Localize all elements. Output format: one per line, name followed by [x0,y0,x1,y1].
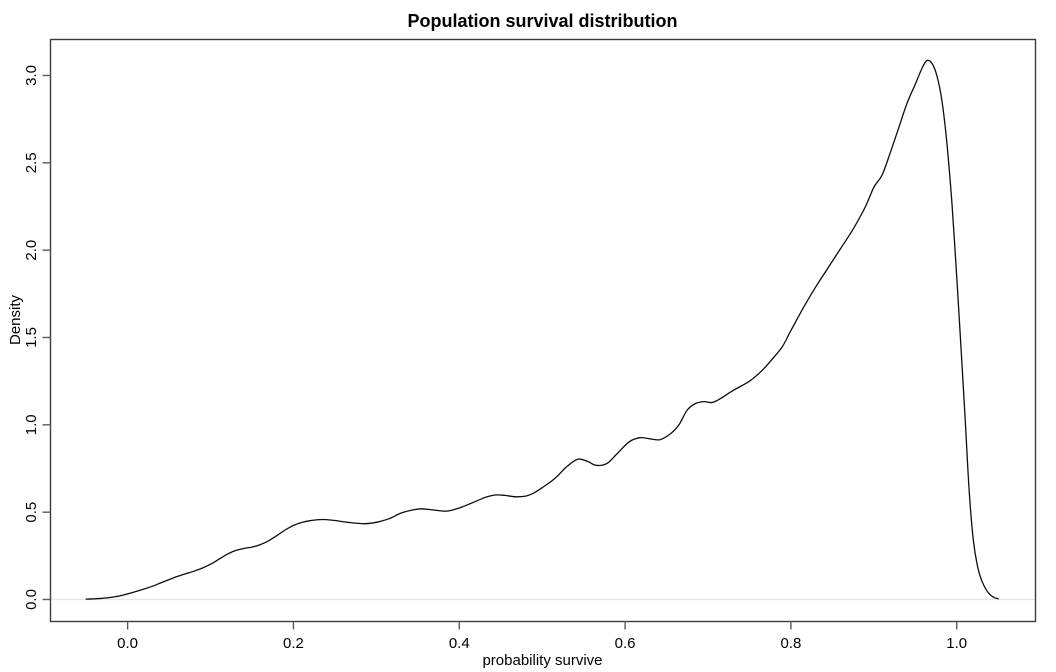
y-tick-label: 2.5 [23,152,40,173]
x-tick-label: 0.0 [117,635,138,652]
density-curve [85,59,999,600]
y-tick-label: 1.5 [23,327,40,348]
x-tick-label: 0.6 [615,635,636,652]
y-tick-label: 0.5 [23,502,40,523]
y-tick-label: 0.0 [23,589,40,610]
plot-border [49,38,1037,623]
y-axis-label: Density [7,294,24,345]
x-tick-label: 0.4 [449,635,470,652]
y-tick-label: 1.0 [23,414,40,435]
x-axis-label: probability survive [482,652,602,669]
x-tick-label: 0.8 [780,635,801,652]
x-tick-label: 1.0 [946,635,967,652]
y-tick-label: 2.0 [23,240,40,261]
density-curve-group [85,59,999,600]
chart-title: Population survival distribution [407,11,677,31]
axes: 0.0 0.2 0.4 0.6 0.8 1.0 0.0 0.5 1.0 1.5 2.0 2.5 3.0 [23,38,1037,652]
y-tick-label: 3.0 [23,65,40,86]
x-tick-label: 0.2 [283,635,304,652]
